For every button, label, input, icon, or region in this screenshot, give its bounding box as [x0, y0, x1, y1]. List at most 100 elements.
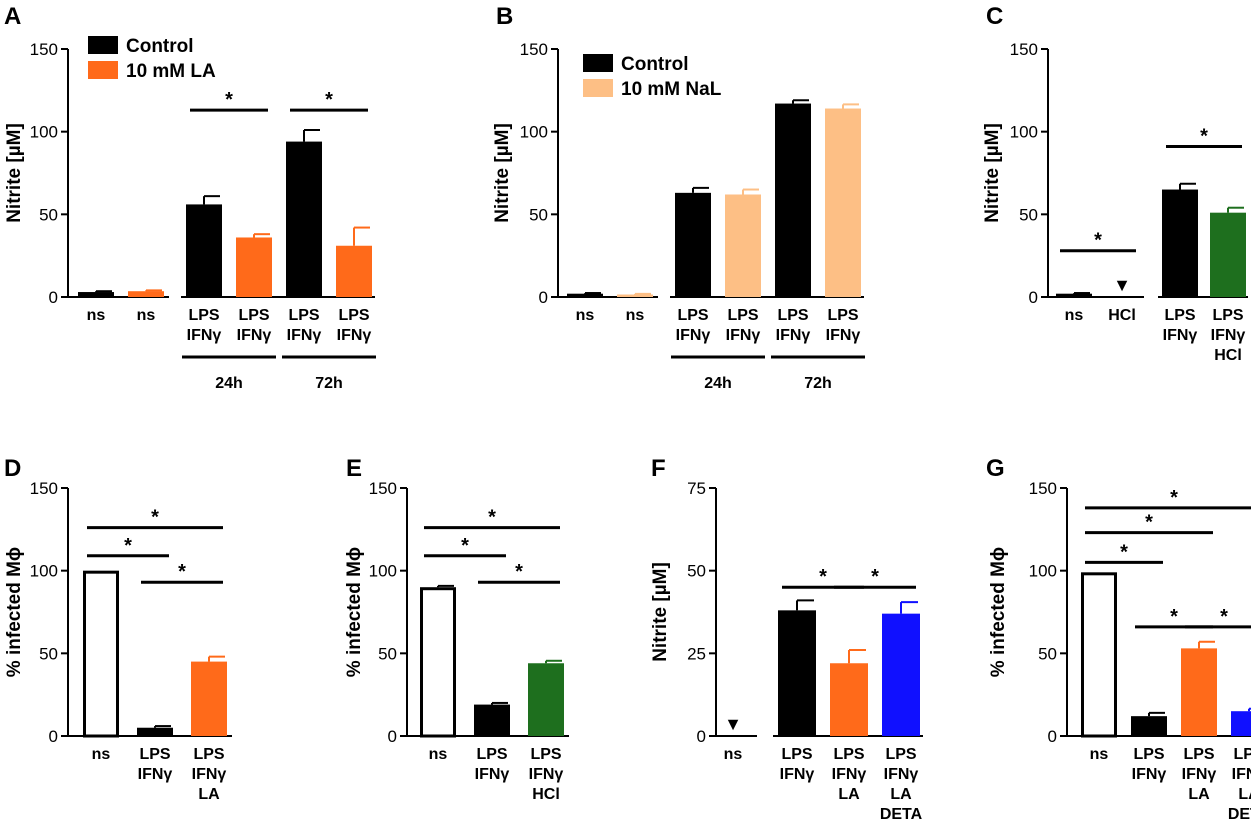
significance-star: *	[1200, 126, 1208, 148]
bar	[725, 194, 761, 297]
category-label: LPS	[1233, 746, 1251, 763]
significance-star: *	[1220, 606, 1228, 628]
category-label: LA	[198, 786, 220, 803]
category-label: DETA	[880, 806, 923, 821]
panel-label: G	[986, 455, 1005, 482]
bar	[567, 293, 603, 297]
legend-swatch	[583, 54, 613, 72]
panel-label: E	[346, 455, 362, 482]
y-tick-label: 100	[520, 123, 548, 142]
significance-star: *	[151, 507, 159, 529]
category-label: ns	[724, 746, 743, 763]
category-label: LPS	[1212, 307, 1243, 324]
y-axis-label: % infected Mϕ	[988, 547, 1009, 677]
bar	[1162, 189, 1198, 297]
category-label: LPS	[338, 307, 369, 324]
y-tick-label: 50	[687, 562, 706, 581]
panel-c: C Nitrite [µM] 0 50 100 150 ns ▼ HCl LPS IFNγ LPS IF…	[982, 3, 1248, 364]
bar	[830, 663, 868, 736]
y-tick-label: 100	[1010, 123, 1038, 142]
significance-star: *	[871, 566, 879, 588]
category-label: LPS	[530, 746, 561, 763]
y-tick-label: 150	[30, 479, 58, 498]
bar	[336, 245, 372, 297]
y-tick-label: 150	[1029, 479, 1057, 498]
significance-star: *	[461, 535, 469, 557]
y-tick-label: 100	[30, 562, 58, 581]
category-label: LPS	[727, 307, 758, 324]
panel-d: D % infected Mϕ 0 50 100 150 ns LPS IFNγ LPS IFNγ L…	[4, 455, 232, 803]
y-tick-label: 50	[39, 205, 58, 224]
y-tick-label: 100	[30, 123, 58, 142]
y-tick-label: 0	[49, 727, 58, 746]
y-tick-label: 50	[1019, 205, 1038, 224]
category-label: LA	[890, 786, 912, 803]
category-label: LPS	[193, 746, 224, 763]
bar	[778, 610, 816, 736]
category-label: LPS	[827, 307, 858, 324]
category-label: LPS	[885, 746, 916, 763]
category-label: IFNγ	[676, 327, 711, 344]
y-tick-label: 0	[1048, 727, 1057, 746]
panel-e: E % infected Mϕ 0 50 100 150 ns LPS IFNγ LPS IFNγ H…	[344, 455, 569, 803]
category-label: IFNγ	[529, 766, 564, 783]
bar	[1210, 212, 1246, 297]
category-label: ns	[429, 746, 448, 763]
category-label: IFNγ	[1132, 766, 1167, 783]
bar	[1181, 648, 1217, 736]
category-label: LPS	[833, 746, 864, 763]
category-label: HCl	[532, 786, 560, 803]
group-label: 24h	[704, 375, 732, 392]
significance-star: *	[325, 89, 333, 111]
y-tick-label: 100	[1029, 562, 1057, 581]
bar	[286, 141, 322, 297]
category-label: IFNγ	[1232, 766, 1251, 783]
panel-f: F Nitrite [µM] 0 25 50 75 ▼ ns LPS IFNγ LPS IFNγ LA L…	[650, 455, 923, 821]
y-tick-label: 150	[369, 479, 397, 498]
y-tick-label: 150	[30, 40, 58, 59]
y-tick-label: 150	[1010, 40, 1038, 59]
y-tick-label: 0	[697, 727, 706, 746]
y-axis-label: Nitrite [µM]	[4, 123, 25, 223]
bar	[528, 663, 564, 736]
y-tick-label: 150	[520, 40, 548, 59]
bar	[186, 204, 222, 297]
significance-star: *	[178, 561, 186, 583]
category-label: ns	[1090, 746, 1109, 763]
category-label: LA	[1188, 786, 1210, 803]
y-tick-label: 75	[687, 479, 706, 498]
y-tick-label: 50	[378, 644, 397, 663]
bar	[236, 237, 272, 297]
legend-swatch	[88, 61, 118, 79]
category-label: LPS	[476, 746, 507, 763]
category-label: IFNγ	[475, 766, 510, 783]
category-label: IFNγ	[1211, 327, 1246, 344]
y-axis-label: Nitrite [µM]	[492, 123, 513, 223]
y-tick-label: 25	[687, 644, 706, 663]
category-label: DETA	[1228, 806, 1251, 821]
category-label: IFNγ	[826, 327, 861, 344]
significance-star: *	[124, 535, 132, 557]
panel-g: G % infected Mϕ 0 50 100 150 ns LPS IFNγ LPS IFNγ L…	[986, 455, 1251, 821]
legend-swatch	[88, 36, 118, 54]
significance-star: *	[1120, 541, 1128, 563]
category-label: IFNγ	[726, 327, 761, 344]
category-label: LPS	[288, 307, 319, 324]
panel-label: D	[4, 455, 21, 482]
category-label: IFNγ	[780, 766, 815, 783]
category-label: LPS	[677, 307, 708, 324]
group-label: 72h	[315, 375, 343, 392]
bar	[128, 291, 164, 297]
category-label: IFNγ	[192, 766, 227, 783]
bar	[617, 294, 653, 297]
nd-marker: ▼	[724, 714, 742, 734]
significance-star: *	[225, 89, 233, 111]
category-label: LPS	[777, 307, 808, 324]
y-tick-label: 100	[369, 562, 397, 581]
bar	[83, 570, 119, 738]
category-label: HCl	[1108, 307, 1136, 324]
bar	[825, 108, 861, 298]
group-label: 72h	[804, 375, 832, 392]
bar	[420, 587, 456, 738]
